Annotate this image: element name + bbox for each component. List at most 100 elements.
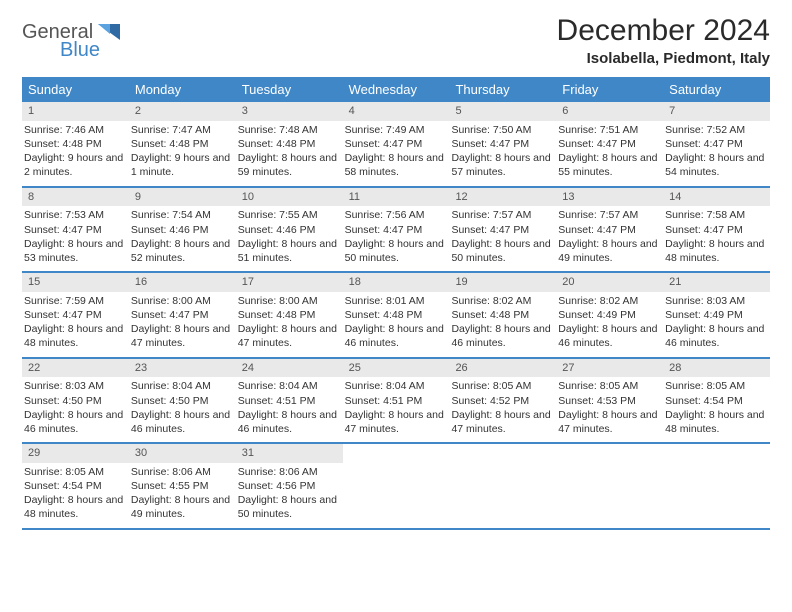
dow-cell: Friday [556,77,663,102]
day-number: 25 [343,359,450,378]
sail-icon-light [98,24,110,34]
sunset-text: Sunset: 4:51 PM [345,394,448,408]
day-number: 7 [663,102,770,121]
dow-cell: Thursday [449,77,556,102]
header: General Blue December 2024 Isolabella, P… [22,14,770,67]
sunset-text: Sunset: 4:55 PM [131,479,234,493]
day-body: Sunrise: 7:49 AMSunset: 4:47 PMDaylight:… [343,121,450,186]
sunset-text: Sunset: 4:49 PM [558,308,661,322]
daylight-text: Daylight: 8 hours and 57 minutes. [451,151,554,179]
day-cell: 31Sunrise: 8:06 AMSunset: 4:56 PMDayligh… [236,444,343,528]
day-body: Sunrise: 8:04 AMSunset: 4:50 PMDaylight:… [129,377,236,442]
sunset-text: Sunset: 4:54 PM [665,394,768,408]
week-row: 8Sunrise: 7:53 AMSunset: 4:47 PMDaylight… [22,188,770,274]
daylight-text: Daylight: 9 hours and 2 minutes. [24,151,127,179]
sunrise-text: Sunrise: 8:04 AM [131,379,234,393]
daylight-text: Daylight: 8 hours and 46 minutes. [665,322,768,350]
day-cell: . [556,444,663,528]
day-cell: 10Sunrise: 7:55 AMSunset: 4:46 PMDayligh… [236,188,343,272]
daylight-text: Daylight: 8 hours and 48 minutes. [24,493,127,521]
daylight-text: Daylight: 8 hours and 47 minutes. [558,408,661,436]
daylight-text: Daylight: 8 hours and 50 minutes. [238,493,341,521]
day-number: 23 [129,359,236,378]
sunrise-text: Sunrise: 7:59 AM [24,294,127,308]
sunset-text: Sunset: 4:52 PM [451,394,554,408]
day-body: Sunrise: 8:05 AMSunset: 4:52 PMDaylight:… [449,377,556,442]
daylight-text: Daylight: 8 hours and 47 minutes. [451,408,554,436]
dow-row: SundayMondayTuesdayWednesdayThursdayFrid… [22,77,770,102]
sunrise-text: Sunrise: 8:05 AM [558,379,661,393]
daylight-text: Daylight: 8 hours and 53 minutes. [24,237,127,265]
day-cell: 20Sunrise: 8:02 AMSunset: 4:49 PMDayligh… [556,273,663,357]
week-row: 15 Sunrise: 7:59 AM Sunset: 4:47 PM Dayligh… [22,273,770,359]
sunset-text: Sunset: 4:50 PM [24,394,127,408]
day-body: Sunrise: 8:05 AMSunset: 4:54 PMDaylight:… [663,377,770,442]
daylight-text: Daylight: 8 hours and 46 minutes. [238,408,341,436]
day-number: 27 [556,359,663,378]
day-number: 15 [22,273,129,292]
day-cell: 11Sunrise: 7:56 AMSunset: 4:47 PMDayligh… [343,188,450,272]
sunset-text: Sunset: 4:47 PM [558,223,661,237]
sunset-text: Sunset: 4:47 PM [558,137,661,151]
sunset-text: Sunset: 4:47 PM [345,137,448,151]
day-number: 11 [343,188,450,207]
sunrise-text: Sunrise: 7:58 AM [665,208,768,222]
day-number: 1 [22,102,129,121]
sunrise-text: Sunrise: 8:03 AM [665,294,768,308]
sunset-text: Sunset: 4:48 PM [345,308,448,322]
sunset-text: Sunset: 4:47 PM [665,137,768,151]
sunrise-text: Sunrise: 7:49 AM [345,123,448,137]
day-cell: 9Sunrise: 7:54 AMSunset: 4:46 PMDaylight… [129,188,236,272]
day-body: Sunrise: 7:56 AMSunset: 4:47 PMDaylight:… [343,206,450,271]
day-cell: 6Sunrise: 7:51 AMSunset: 4:47 PMDaylight… [556,102,663,186]
brand-logo: General Blue [22,20,142,65]
day-number: 16 [129,273,236,292]
daylight-text: Daylight: 8 hours and 50 minutes. [345,237,448,265]
day-cell: 13Sunrise: 7:57 AMSunset: 4:47 PMDayligh… [556,188,663,272]
daylight-text: Daylight: 8 hours and 55 minutes. [558,151,661,179]
day-cell: 8Sunrise: 7:53 AMSunset: 4:47 PMDaylight… [22,188,129,272]
day-body: Sunrise: 8:06 AMSunset: 4:55 PMDaylight:… [129,463,236,528]
day-cell: 27Sunrise: 8:05 AMSunset: 4:53 PMDayligh… [556,359,663,443]
sunrise-text: Sunrise: 8:03 AM [24,379,127,393]
daylight-text: Daylight: 8 hours and 47 minutes. [238,322,341,350]
daylight-text: Daylight: 8 hours and 58 minutes. [345,151,448,179]
dow-cell: Wednesday [343,77,450,102]
day-cell: 22Sunrise: 8:03 AMSunset: 4:50 PMDayligh… [22,359,129,443]
day-body: Sunrise: 7:57 AMSunset: 4:47 PMDaylight:… [556,206,663,271]
sunrise-text: Sunrise: 8:04 AM [345,379,448,393]
sunrise-text: Sunrise: 7:57 AM [558,208,661,222]
day-cell: 12Sunrise: 7:57 AMSunset: 4:47 PMDayligh… [449,188,556,272]
calendar: SundayMondayTuesdayWednesdayThursdayFrid… [22,77,770,530]
day-cell: 30Sunrise: 8:06 AMSunset: 4:55 PMDayligh… [129,444,236,528]
sunrise-text: Sunrise: 7:47 AM [131,123,234,137]
sunset-text: Sunset: 4:47 PM [131,308,234,322]
day-cell: . [663,444,770,528]
sunrise-text: Sunrise: 8:01 AM [345,294,448,308]
sunset-text: Sunset: 4:48 PM [238,137,341,151]
day-cell: 25Sunrise: 8:04 AMSunset: 4:51 PMDayligh… [343,359,450,443]
dow-cell: Monday [129,77,236,102]
day-cell: 14Sunrise: 7:58 AMSunset: 4:47 PMDayligh… [663,188,770,272]
day-number: 20 [556,273,663,292]
daylight-text: Daylight: 8 hours and 50 minutes. [451,237,554,265]
day-cell: 17Sunrise: 8:00 AMSunset: 4:48 PMDayligh… [236,273,343,357]
sunrise-text: Sunrise: 7:55 AM [238,208,341,222]
day-body: Sunrise: 8:02 AMSunset: 4:49 PMDaylight:… [556,292,663,357]
sunrise-text: Sunrise: 7:57 AM [451,208,554,222]
daylight-text: Daylight: 8 hours and 46 minutes. [131,408,234,436]
day-number: 12 [449,188,556,207]
sunset-text: Sunset: 4:46 PM [131,223,234,237]
sunset-text: Sunset: 4:49 PM [665,308,768,322]
logo-text-blue: Blue [60,39,100,60]
sunset-text: Sunset: 4:46 PM [238,223,341,237]
day-body: Sunrise: 8:05 AMSunset: 4:53 PMDaylight:… [556,377,663,442]
day-number: 17 [236,273,343,292]
daylight-text: Daylight: 8 hours and 49 minutes. [558,237,661,265]
day-cell: 1Sunrise: 7:46 AMSunset: 4:48 PMDaylight… [22,102,129,186]
daylight-text: Daylight: 8 hours and 51 minutes. [238,237,341,265]
day-number: 18 [343,273,450,292]
day-body: Sunrise: 7:51 AMSunset: 4:47 PMDaylight:… [556,121,663,186]
day-number: 4 [343,102,450,121]
day-body: Sunrise: 7:50 AMSunset: 4:47 PMDaylight:… [449,121,556,186]
